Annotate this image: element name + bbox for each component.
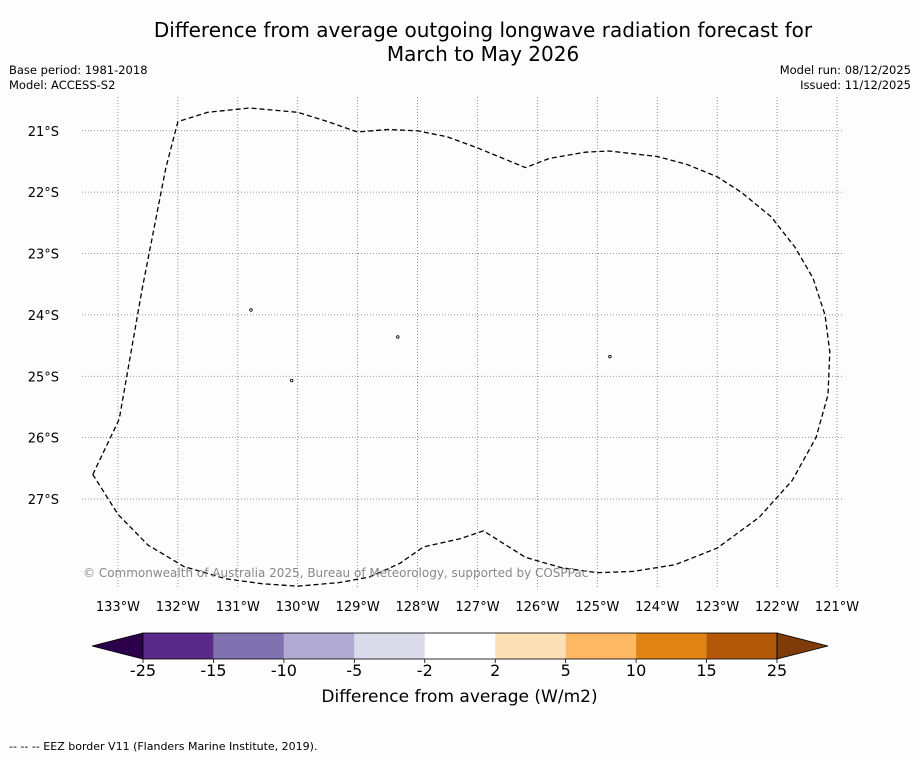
lat-tick-label: 26°S xyxy=(28,432,59,447)
lon-tick-label: 133°W xyxy=(96,600,140,615)
lat-tick-label: 24°S xyxy=(28,309,59,324)
island-near-128w xyxy=(396,335,400,339)
lon-tick-label: 130°W xyxy=(276,600,320,615)
island-near-131w xyxy=(249,308,253,312)
lat-tick-label: 21°S xyxy=(28,125,59,140)
lon-tick-label: 124°W xyxy=(635,600,679,615)
island-near-130w xyxy=(290,378,294,383)
colorbar-segment xyxy=(495,633,566,659)
colorbar-segment xyxy=(283,633,355,659)
legend-footnote: -- -- -- EEZ border V11 (Flanders Marine… xyxy=(9,740,318,753)
model-run-text: Model run: 08/12/2025 xyxy=(779,63,911,77)
colorbar-tick-label: -15 xyxy=(200,661,226,680)
lon-tick-label: 125°W xyxy=(575,600,619,615)
colorbar-outline xyxy=(142,632,778,660)
lon-tick-label: 127°W xyxy=(455,600,499,615)
colorbar-tick-label: -10 xyxy=(271,661,297,680)
graticule xyxy=(82,97,843,588)
lon-tick-label: 126°W xyxy=(515,600,559,615)
colorbar-segment xyxy=(565,633,637,659)
colorbar-tick-label: 5 xyxy=(561,661,571,680)
colorbar-tick-label: 25 xyxy=(767,661,787,680)
title-line-1: Difference from average outgoing longwav… xyxy=(153,18,813,42)
lon-tick-label: 121°W xyxy=(815,600,859,615)
meta-right: Model run: 08/12/2025 Issued: 11/12/2025 xyxy=(780,63,911,93)
lat-tick-label: 27°S xyxy=(28,493,59,508)
colorbar-over-arrow xyxy=(776,632,829,660)
lon-tick-label: 122°W xyxy=(755,600,799,615)
issued-text: Issued: 11/12/2025 xyxy=(800,78,911,92)
copyright-text: © Commonwealth of Australia 2025, Bureau… xyxy=(83,566,588,580)
colorbar-tick-label: -25 xyxy=(130,661,156,680)
island-near-125w xyxy=(608,354,612,359)
colorbar-segment xyxy=(424,633,496,659)
colorbar-tick-label: 2 xyxy=(490,661,500,680)
axis-labels: 133°W 132°W 131°W 130°W 129°W 128°W 127°W 126°W… xyxy=(28,125,860,615)
colorbar-segment xyxy=(213,633,284,659)
map-title: Difference from average outgoing longwav… xyxy=(0,18,919,66)
colorbar-tick-label: -2 xyxy=(417,661,433,680)
colorbar-segment xyxy=(636,633,707,659)
base-period-text: Base period: 1981-2018 xyxy=(9,63,148,77)
lat-tick-label: 23°S xyxy=(28,248,59,263)
colorbar-under-arrow xyxy=(91,632,144,660)
lon-tick-label: 123°W xyxy=(695,600,739,615)
colorbar-tick-label: 10 xyxy=(626,661,646,680)
title-line-2: March to May 2026 xyxy=(386,42,580,66)
eez-border-line xyxy=(92,107,831,587)
colorbar-segment xyxy=(354,633,425,659)
colorbar-label: Difference from average (W/m2) xyxy=(321,687,598,707)
meta-left: Base period: 1981-2018 Model: ACCESS-S2 xyxy=(9,63,148,93)
model-text: Model: ACCESS-S2 xyxy=(9,78,116,92)
islands xyxy=(249,308,612,383)
colorbar-tick-label: 15 xyxy=(696,661,716,680)
colorbar-segment xyxy=(143,633,214,659)
lat-tick-label: 25°S xyxy=(28,370,59,385)
colorbar-tick-label: -5 xyxy=(346,661,362,680)
lon-tick-label: 129°W xyxy=(336,600,380,615)
lon-tick-label: 132°W xyxy=(156,600,200,615)
lon-tick-label: 131°W xyxy=(216,600,260,615)
colorbar-segment xyxy=(706,633,777,659)
lon-tick-label: 128°W xyxy=(395,600,439,615)
colorbar: -25 -15 -10 -5 -2 2 5 10 15 25 xyxy=(91,632,829,680)
lat-tick-label: 22°S xyxy=(28,186,59,201)
